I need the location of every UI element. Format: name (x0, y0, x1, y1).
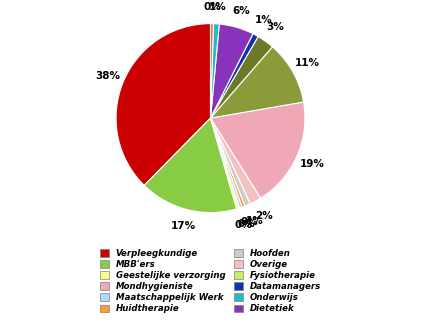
Wedge shape (144, 118, 237, 213)
Text: 0%: 0% (237, 219, 255, 229)
Text: 0%: 0% (241, 217, 258, 228)
Wedge shape (210, 36, 272, 118)
Wedge shape (116, 24, 210, 185)
Wedge shape (210, 118, 261, 204)
Text: 17%: 17% (171, 221, 196, 231)
Wedge shape (210, 24, 253, 118)
Text: 0%: 0% (203, 2, 221, 11)
Text: 6%: 6% (232, 6, 250, 16)
Wedge shape (210, 118, 250, 206)
Text: 1%: 1% (208, 2, 226, 12)
Wedge shape (210, 102, 305, 198)
Text: 1%: 1% (255, 15, 272, 25)
Wedge shape (210, 24, 219, 118)
Text: 1%: 1% (245, 215, 263, 226)
Text: 0%: 0% (234, 220, 252, 230)
Legend: Verpleegkundige, MBB'ers, Geestelijke verzorging, Mondhygieniste, Maatschappelij: Verpleegkundige, MBB'ers, Geestelijke ve… (97, 245, 324, 317)
Text: 38%: 38% (95, 71, 120, 81)
Wedge shape (210, 24, 213, 118)
Text: 3%: 3% (266, 23, 284, 32)
Text: 11%: 11% (295, 58, 320, 68)
Wedge shape (210, 118, 240, 209)
Wedge shape (210, 118, 245, 207)
Wedge shape (210, 34, 258, 118)
Wedge shape (210, 118, 242, 208)
Wedge shape (210, 47, 304, 118)
Text: 19%: 19% (300, 158, 325, 169)
Text: 2%: 2% (255, 211, 272, 221)
